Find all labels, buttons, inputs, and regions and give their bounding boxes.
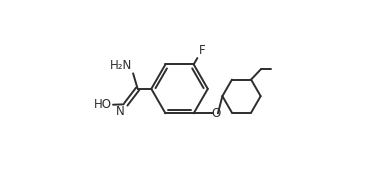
Text: F: F: [199, 44, 205, 57]
Text: O: O: [211, 107, 220, 120]
Text: H₂N: H₂N: [110, 58, 132, 72]
Text: N: N: [116, 105, 125, 118]
Text: HO: HO: [94, 98, 112, 111]
